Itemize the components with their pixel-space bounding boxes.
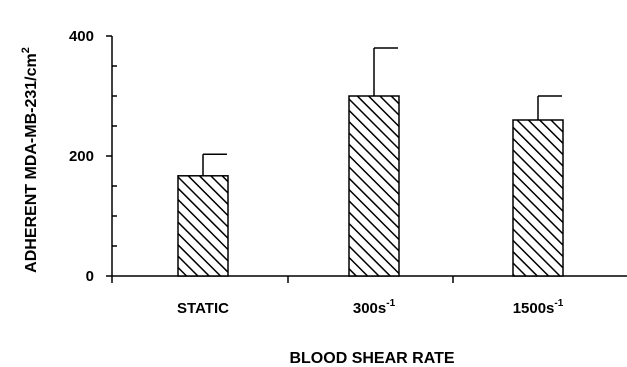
x-tick-label: STATIC <box>177 300 229 317</box>
bar <box>512 119 564 277</box>
y-tick-label: 0 <box>86 268 94 285</box>
y-axis-title: ADHERENT MDA-MB-231/cm2 <box>20 47 40 273</box>
bars <box>177 47 564 277</box>
x-tick-label: 300s-1 <box>353 298 396 317</box>
x-tick-label: 1500s-1 <box>513 298 564 317</box>
y-tick-label: 400 <box>69 28 94 45</box>
y-tick-labels: 0 200 400 <box>69 28 94 285</box>
x-axis-title: BLOOD SHEAR RATE <box>289 350 454 367</box>
bar <box>177 175 229 277</box>
x-tick-labels: STATIC 300s-1 1500s-1 <box>177 298 564 317</box>
y-tick-label: 200 <box>69 148 94 165</box>
bar <box>348 95 400 277</box>
